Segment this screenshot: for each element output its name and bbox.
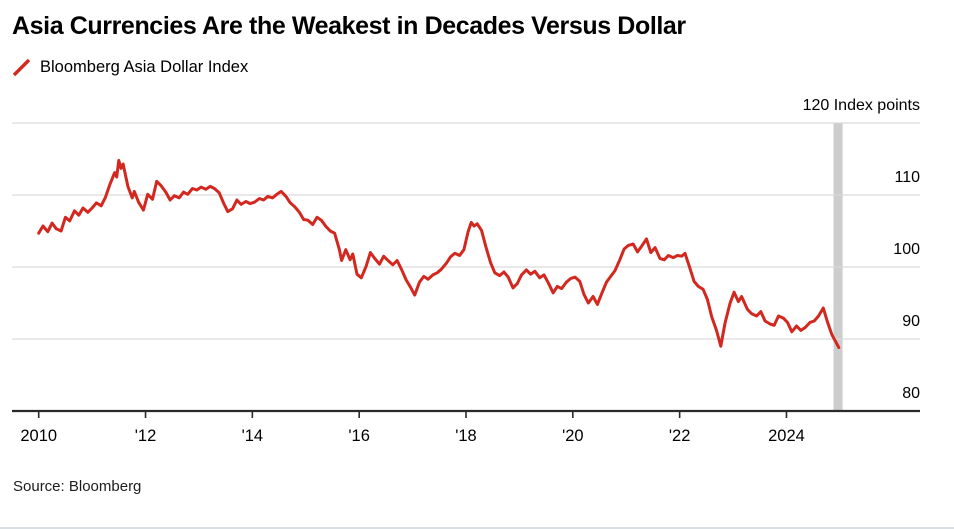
legend-slash-icon [12,58,31,76]
legend-series-label: Bloomberg Asia Dollar Index [40,57,249,76]
y-tick-label: 110 [894,169,920,186]
source-label: Source: Bloomberg [13,478,142,495]
x-tick-label: '18 [455,427,477,445]
x-tick-label: '12 [135,427,157,445]
series-line [37,158,841,350]
bottom-divider [0,527,954,529]
y-tick-label: 80 [902,385,920,402]
chart-title: Asia Currencies Are the Weakest in Decad… [12,12,686,40]
x-tick-label: '14 [242,427,264,445]
y-tick-label: 120 Index points [803,97,920,114]
x-tick-label: '20 [562,427,584,445]
x-tick-label: '16 [348,427,370,445]
y-tick-label: 90 [902,313,920,330]
legend: Bloomberg Asia Dollar Index [12,56,248,78]
x-tick-label: 2024 [768,427,805,445]
x-tick-label: 2010 [20,427,57,445]
y-tick-label: 100 [893,241,920,258]
x-tick-label: '22 [669,427,691,445]
